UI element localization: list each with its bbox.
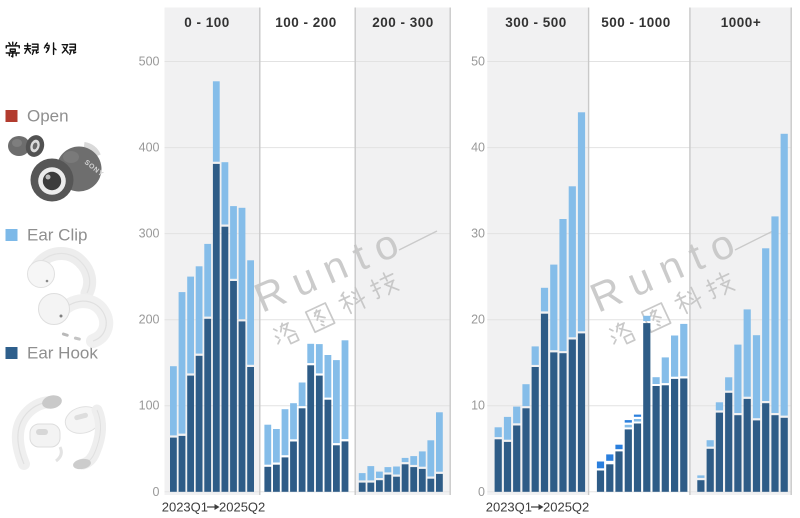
svg-text:10: 10 — [471, 399, 485, 413]
svg-text:Ear Clip: Ear Clip — [27, 226, 87, 245]
svg-text:0 - 100: 0 - 100 — [184, 15, 230, 30]
svg-text:300: 300 — [139, 227, 160, 241]
svg-text:30: 30 — [471, 227, 485, 241]
svg-text:1000+: 1000+ — [721, 15, 761, 30]
svg-text:40: 40 — [471, 141, 485, 155]
svg-text:Open: Open — [27, 107, 69, 126]
svg-text:200: 200 — [139, 313, 160, 327]
svg-text:400: 400 — [139, 141, 160, 155]
svg-text:0: 0 — [153, 485, 160, 499]
svg-text:200 - 300: 200 - 300 — [372, 15, 434, 30]
svg-text:100: 100 — [139, 399, 160, 413]
svg-text:2023Q1: 2023Q1 — [162, 500, 208, 515]
svg-text:0: 0 — [478, 485, 485, 499]
svg-text:Ear Hook: Ear Hook — [27, 344, 98, 363]
svg-text:50: 50 — [471, 55, 485, 69]
svg-text:2025Q2: 2025Q2 — [543, 500, 589, 515]
svg-text:500: 500 — [139, 55, 160, 69]
svg-text:2023Q1: 2023Q1 — [486, 500, 532, 515]
svg-text:20: 20 — [471, 313, 485, 327]
svg-text:500 - 1000: 500 - 1000 — [601, 15, 671, 30]
svg-text:300 - 500: 300 - 500 — [505, 15, 567, 30]
svg-text:2025Q2: 2025Q2 — [219, 500, 265, 515]
svg-text:100 - 200: 100 - 200 — [275, 15, 337, 30]
